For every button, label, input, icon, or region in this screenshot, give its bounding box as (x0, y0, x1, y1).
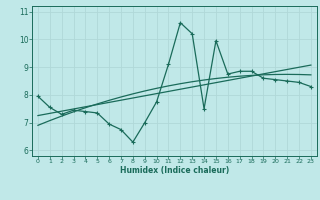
X-axis label: Humidex (Indice chaleur): Humidex (Indice chaleur) (120, 166, 229, 175)
